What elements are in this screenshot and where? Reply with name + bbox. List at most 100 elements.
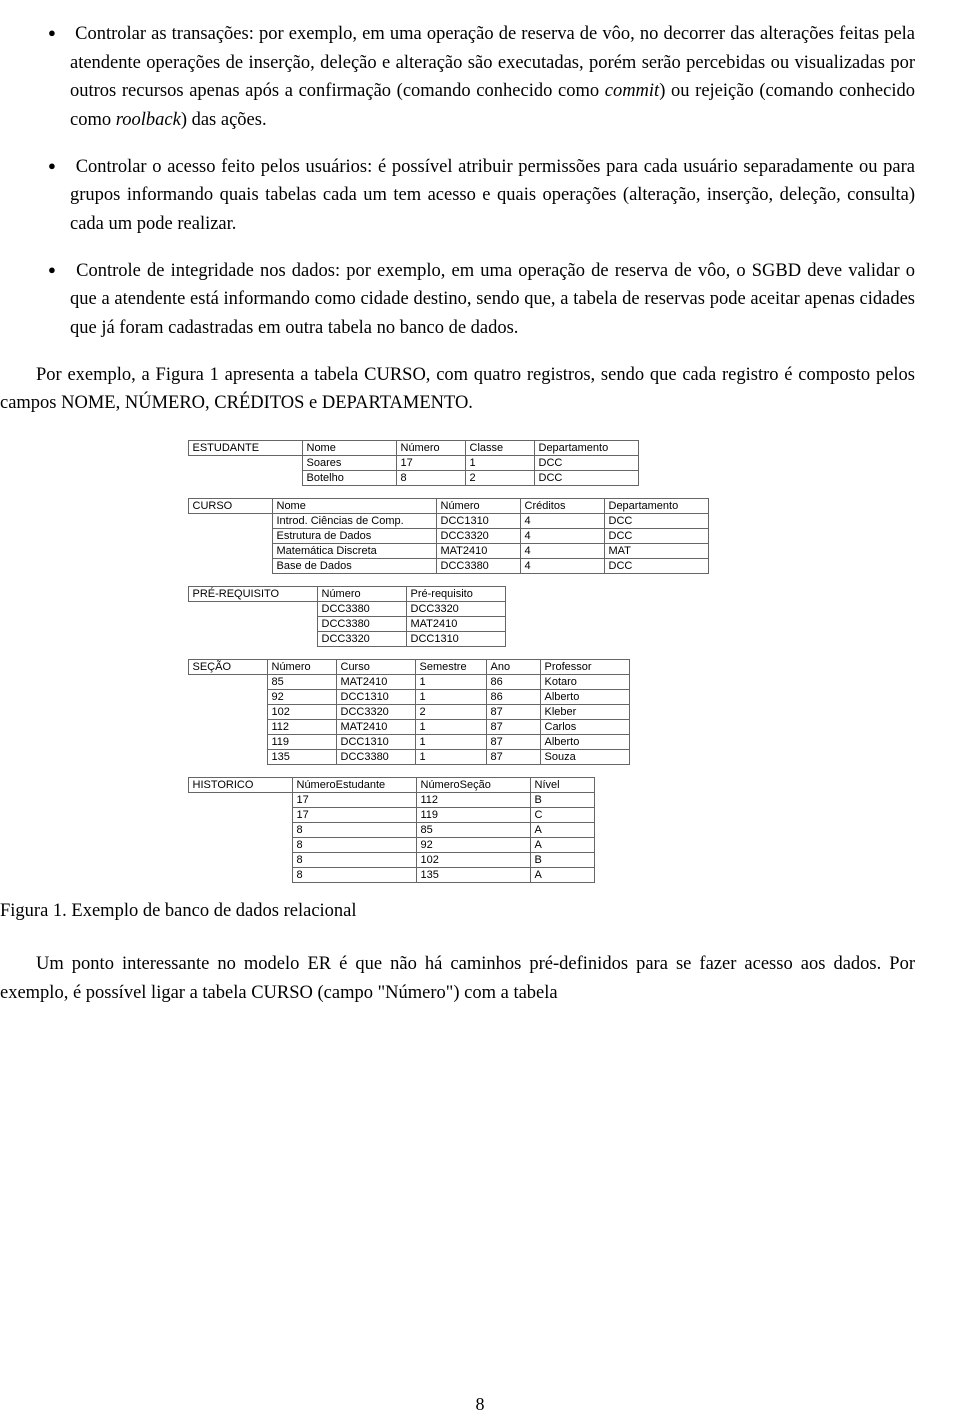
table-row: 885A xyxy=(188,823,594,838)
table-cell: DCC xyxy=(604,559,708,574)
page: ● Controlar as transações: por exemplo, … xyxy=(0,0,960,1427)
table-cell: 8 xyxy=(396,471,465,486)
table-header-cell: Pré-requisito xyxy=(406,587,505,602)
table-header-cell: Classe xyxy=(465,441,534,456)
table-cell: Matemática Discreta xyxy=(272,544,436,559)
table-header-cell: Nível xyxy=(530,778,594,793)
table-cell: DCC xyxy=(534,471,638,486)
table-estudante: ESTUDANTENomeNúmeroClasseDepartamentoSoa… xyxy=(168,440,748,486)
table-cell: 86 xyxy=(486,675,540,690)
table-cell: Kotaro xyxy=(540,675,629,690)
table-cell: DCC3320 xyxy=(406,602,505,617)
table-name-cell: ESTUDANTE xyxy=(188,441,302,456)
table-cell: Base de Dados xyxy=(272,559,436,574)
table-cell: Introd. Ciências de Comp. xyxy=(272,514,436,529)
table-cell: 17 xyxy=(292,808,416,823)
table-cell: 17 xyxy=(292,793,416,808)
table-spacer-cell xyxy=(188,617,317,632)
table-name-cell: HISTORICO xyxy=(188,778,292,793)
table-cell: DCC3380 xyxy=(317,617,406,632)
table-spacer-cell xyxy=(188,456,302,471)
bullet-1-italic-2: roolback xyxy=(116,110,181,130)
bullet-icon: ● xyxy=(48,260,70,280)
table-cell: 8 xyxy=(292,838,416,853)
table-cell: B xyxy=(530,793,594,808)
db-table: SEÇÃONúmeroCursoSemestreAnoProfessor85MA… xyxy=(188,659,630,765)
table-cell: 92 xyxy=(267,690,336,705)
table-spacer-cell xyxy=(188,514,272,529)
table-row: DCC3320DCC1310 xyxy=(188,632,505,647)
table-cell: 87 xyxy=(486,735,540,750)
table-cell: A xyxy=(530,838,594,853)
table-pre-requisito: PRÉ-REQUISITONúmeroPré-requisitoDCC3380D… xyxy=(168,586,748,647)
table-spacer-cell xyxy=(188,853,292,868)
table-cell: 8 xyxy=(292,853,416,868)
table-row: 85MAT2410186Kotaro xyxy=(188,675,629,690)
table-header-cell: Departamento xyxy=(534,441,638,456)
table-cell: DCC xyxy=(604,529,708,544)
table-header-cell: Professor xyxy=(540,660,629,675)
table-cell: 119 xyxy=(267,735,336,750)
table-header-cell: Departamento xyxy=(604,499,708,514)
table-spacer-cell xyxy=(188,559,272,574)
table-name-cell: CURSO xyxy=(188,499,272,514)
table-header-cell: Nome xyxy=(302,441,396,456)
table-cell: 112 xyxy=(416,793,530,808)
table-header-cell: Número xyxy=(436,499,520,514)
table-historico: HISTORICONúmeroEstudanteNúmeroSeçãoNível… xyxy=(168,777,748,883)
table-cell: 4 xyxy=(520,514,604,529)
table-cell: DCC3380 xyxy=(436,559,520,574)
table-cell: MAT2410 xyxy=(406,617,505,632)
db-table: ESTUDANTENomeNúmeroClasseDepartamentoSoa… xyxy=(188,440,639,486)
table-cell: DCC3320 xyxy=(436,529,520,544)
table-cell: DCC3380 xyxy=(336,750,415,765)
table-cell: Soares xyxy=(302,456,396,471)
table-row: 8102B xyxy=(188,853,594,868)
table-cell: 17 xyxy=(396,456,465,471)
table-row: Introd. Ciências de Comp.DCC13104DCC xyxy=(188,514,708,529)
table-name-cell: SEÇÃO xyxy=(188,660,267,675)
table-header-cell: Número xyxy=(267,660,336,675)
table-cell: MAT xyxy=(604,544,708,559)
table-row: 135DCC3380187Souza xyxy=(188,750,629,765)
table-cell: 4 xyxy=(520,544,604,559)
table-cell: DCC1310 xyxy=(406,632,505,647)
table-row: 119DCC1310187Alberto xyxy=(188,735,629,750)
table-cell: 119 xyxy=(416,808,530,823)
table-header-cell: NúmeroEstudante xyxy=(292,778,416,793)
table-cell: 1 xyxy=(415,750,486,765)
table-cell: 85 xyxy=(267,675,336,690)
table-cell: Estrutura de Dados xyxy=(272,529,436,544)
table-row: DCC3380MAT2410 xyxy=(188,617,505,632)
table-spacer-cell xyxy=(188,544,272,559)
table-row: 92DCC1310186Alberto xyxy=(188,690,629,705)
table-cell: 135 xyxy=(267,750,336,765)
bullet-2: ● Controlar o acesso feito pelos usuário… xyxy=(70,153,915,239)
table-header-cell: Nome xyxy=(272,499,436,514)
table-spacer-cell xyxy=(188,720,267,735)
table-cell: Carlos xyxy=(540,720,629,735)
table-row: Botelho82DCC xyxy=(188,471,638,486)
table-header-cell: Número xyxy=(317,587,406,602)
figure-1: ESTUDANTENomeNúmeroClasseDepartamentoSoa… xyxy=(168,440,748,883)
table-cell: 8 xyxy=(292,868,416,883)
table-cell: Alberto xyxy=(540,690,629,705)
db-table: PRÉ-REQUISITONúmeroPré-requisitoDCC3380D… xyxy=(188,586,506,647)
table-header-cell: NúmeroSeção xyxy=(416,778,530,793)
table-cell: 1 xyxy=(415,675,486,690)
table-row: 17119C xyxy=(188,808,594,823)
table-cell: Botelho xyxy=(302,471,396,486)
table-cell: 87 xyxy=(486,720,540,735)
table-cell: 1 xyxy=(415,690,486,705)
table-cell: DCC1310 xyxy=(336,735,415,750)
table-row: 8135A xyxy=(188,868,594,883)
figure-caption: Figura 1. Exemplo de banco de dados rela… xyxy=(0,901,915,922)
table-header-cell: Curso xyxy=(336,660,415,675)
table-cell: 1 xyxy=(415,735,486,750)
table-spacer-cell xyxy=(188,529,272,544)
bullet-3-text: Controle de integridade nos dados: por e… xyxy=(70,261,915,338)
table-cell: B xyxy=(530,853,594,868)
table-spacer-cell xyxy=(188,793,292,808)
bullet-1: ● Controlar as transações: por exemplo, … xyxy=(70,20,915,135)
bullet-icon: ● xyxy=(48,23,70,43)
